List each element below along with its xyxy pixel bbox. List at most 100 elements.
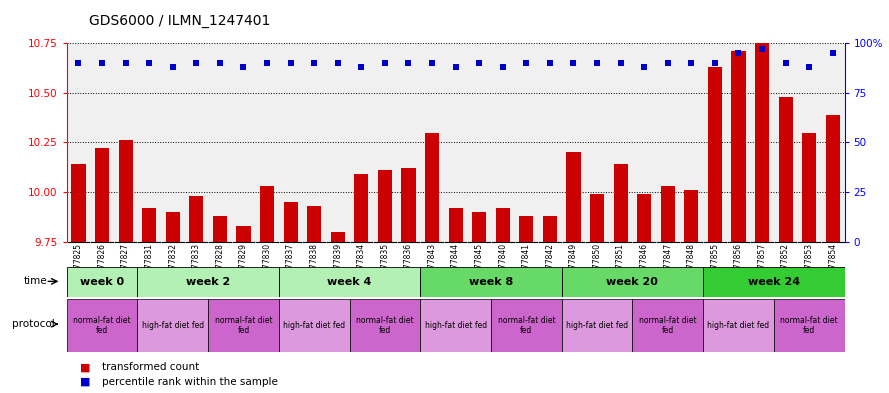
Text: transformed count: transformed count: [102, 362, 199, 373]
Text: high-fat diet fed: high-fat diet fed: [425, 321, 486, 330]
Point: [685, 60, 699, 66]
Text: week 24: week 24: [748, 277, 800, 287]
Point: [779, 60, 793, 66]
Point: [755, 46, 769, 52]
Bar: [519, 216, 533, 242]
Point: [307, 60, 321, 66]
Point: [165, 64, 180, 70]
Bar: [685, 190, 699, 242]
Bar: [708, 67, 722, 242]
Point: [802, 64, 816, 70]
Bar: [279, 267, 420, 297]
Point: [732, 50, 746, 56]
Point: [826, 50, 840, 56]
Text: normal-fat diet
fed: normal-fat diet fed: [214, 316, 272, 335]
Text: normal-fat diet
fed: normal-fat diet fed: [781, 316, 838, 335]
Bar: [212, 216, 227, 242]
Text: high-fat diet fed: high-fat diet fed: [566, 321, 629, 330]
Text: week 20: week 20: [606, 277, 659, 287]
Bar: [307, 206, 321, 242]
Bar: [236, 226, 251, 242]
Bar: [354, 174, 368, 242]
Bar: [732, 51, 746, 242]
Point: [708, 60, 722, 66]
Bar: [378, 170, 392, 242]
Bar: [67, 299, 138, 352]
Point: [613, 60, 628, 66]
Bar: [189, 196, 204, 242]
Bar: [142, 208, 156, 242]
Bar: [138, 299, 208, 352]
Bar: [543, 216, 557, 242]
Bar: [802, 132, 816, 242]
Text: week 8: week 8: [469, 277, 513, 287]
Point: [637, 64, 652, 70]
Point: [354, 64, 368, 70]
Point: [543, 60, 557, 66]
Text: ■: ■: [80, 377, 91, 387]
Text: protocol: protocol: [12, 319, 55, 329]
Text: normal-fat diet
fed: normal-fat diet fed: [73, 316, 131, 335]
Bar: [425, 132, 439, 242]
Bar: [402, 168, 415, 242]
Bar: [562, 299, 632, 352]
Bar: [67, 267, 138, 297]
Point: [472, 60, 486, 66]
Point: [236, 64, 251, 70]
Text: normal-fat diet
fed: normal-fat diet fed: [356, 316, 413, 335]
Point: [71, 60, 85, 66]
Bar: [331, 232, 345, 242]
Point: [284, 60, 298, 66]
Text: high-fat diet fed: high-fat diet fed: [708, 321, 770, 330]
Bar: [284, 202, 298, 242]
Bar: [279, 299, 349, 352]
Bar: [349, 299, 420, 352]
Text: week 4: week 4: [327, 277, 372, 287]
Point: [425, 60, 439, 66]
Point: [590, 60, 605, 66]
Text: time: time: [23, 276, 47, 286]
Text: normal-fat diet
fed: normal-fat diet fed: [639, 316, 697, 335]
Point: [661, 60, 675, 66]
Bar: [496, 208, 509, 242]
Text: ■: ■: [80, 362, 91, 373]
Point: [566, 60, 581, 66]
Bar: [165, 212, 180, 242]
Bar: [260, 186, 274, 242]
Bar: [661, 186, 675, 242]
Point: [378, 60, 392, 66]
Text: normal-fat diet
fed: normal-fat diet fed: [498, 316, 555, 335]
Point: [519, 60, 533, 66]
Bar: [613, 164, 628, 242]
Bar: [71, 164, 85, 242]
Bar: [779, 97, 793, 242]
Point: [95, 60, 109, 66]
Point: [260, 60, 274, 66]
Bar: [208, 299, 279, 352]
Bar: [449, 208, 462, 242]
Point: [118, 60, 132, 66]
Bar: [755, 39, 769, 242]
Bar: [773, 299, 845, 352]
Bar: [632, 299, 703, 352]
Bar: [420, 299, 491, 352]
Point: [142, 60, 156, 66]
Point: [449, 64, 463, 70]
Bar: [703, 267, 845, 297]
Bar: [826, 115, 840, 242]
Bar: [118, 140, 132, 242]
Bar: [95, 149, 109, 242]
Text: percentile rank within the sample: percentile rank within the sample: [102, 377, 278, 387]
Text: GDS6000 / ILMN_1247401: GDS6000 / ILMN_1247401: [89, 14, 270, 28]
Bar: [562, 267, 703, 297]
Point: [401, 60, 415, 66]
Bar: [138, 267, 279, 297]
Text: week 0: week 0: [80, 277, 124, 287]
Text: week 2: week 2: [186, 277, 230, 287]
Bar: [590, 194, 605, 242]
Bar: [566, 152, 581, 242]
Bar: [703, 299, 773, 352]
Text: high-fat diet fed: high-fat diet fed: [141, 321, 204, 330]
Bar: [637, 194, 652, 242]
Point: [496, 64, 510, 70]
